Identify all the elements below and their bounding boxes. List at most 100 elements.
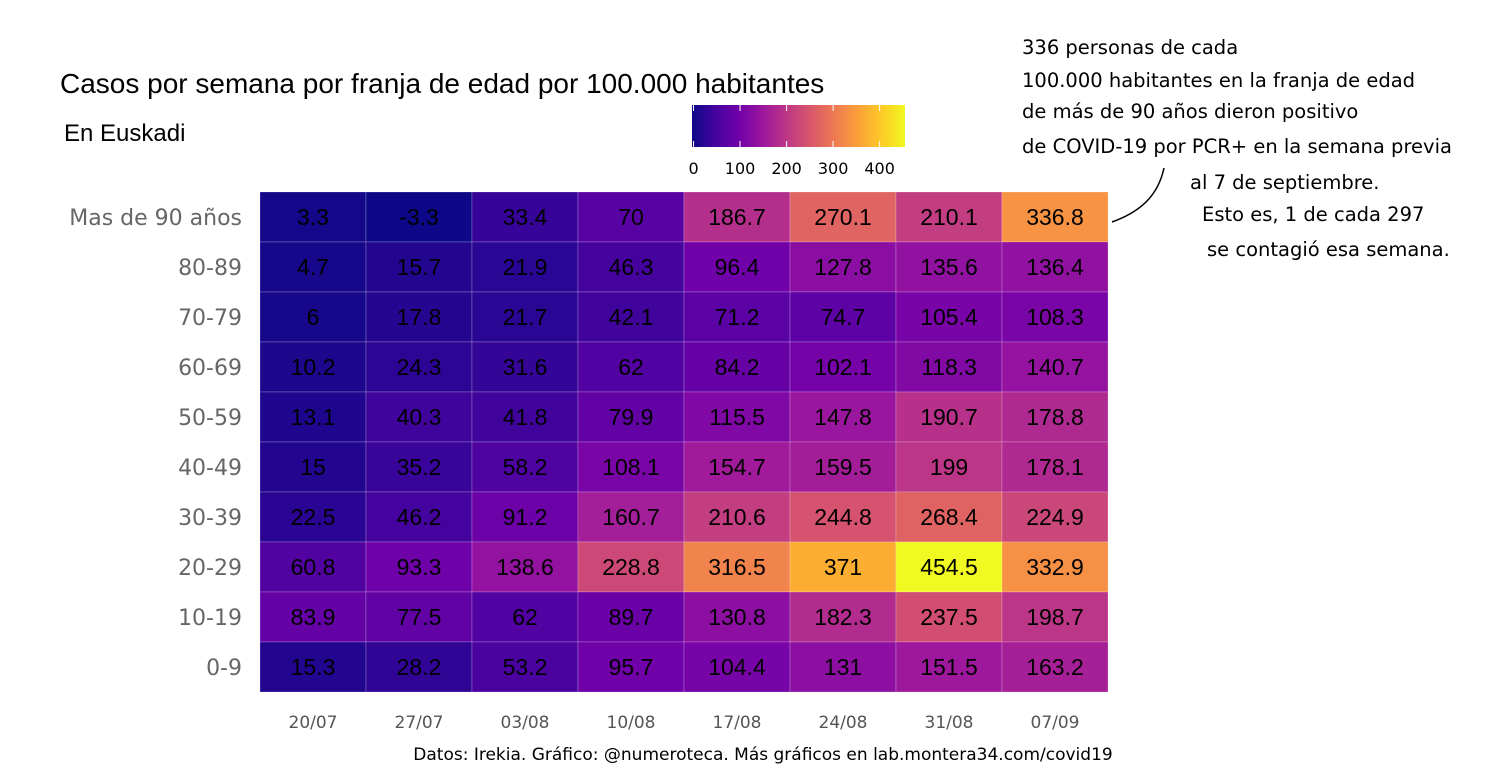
cell-value-label: 58.2 [503, 454, 548, 480]
cell-value-label: 17.8 [397, 304, 442, 330]
chart-title: Casos por semana por franja de edad por … [60, 68, 824, 99]
cell-value-label: 147.8 [814, 404, 872, 430]
heatmap-cell [1001, 541, 1109, 593]
cell-value-label: 3.3 [297, 204, 329, 230]
heatmap-cell [365, 591, 473, 643]
cell-value-label: 95.7 [609, 654, 654, 680]
cell-value-label: 70 [618, 204, 644, 230]
x-tick-label: 31/08 [925, 713, 974, 733]
cell-value-label: 138.6 [496, 554, 554, 580]
heatmap-cell [895, 591, 1003, 643]
cell-value-label: 131 [824, 654, 862, 680]
cell-value-label: 268.4 [920, 504, 978, 530]
cell-value-label: 159.5 [814, 454, 872, 480]
y-tick-label: 30-39 [178, 506, 242, 531]
heatmap-cell [365, 641, 473, 693]
cell-value-label: 46.2 [397, 504, 442, 530]
cell-value-label: 270.1 [814, 204, 872, 230]
cell-value-label: 160.7 [602, 504, 660, 530]
cell-value-label: 21.7 [503, 304, 548, 330]
y-tick-label: 20-29 [178, 556, 242, 581]
heatmap-cell [577, 491, 685, 543]
x-tick-label: 03/08 [501, 713, 550, 733]
y-tick-label: 80-89 [178, 256, 242, 281]
cell-value-label: 83.9 [291, 604, 336, 630]
heatmap-cell [259, 541, 367, 593]
cell-value-label: 186.7 [708, 204, 766, 230]
cell-value-label: 135.6 [920, 254, 978, 280]
heatmap-cell [895, 641, 1003, 693]
heatmap-cell [1001, 641, 1109, 693]
cell-value-label: 15.3 [291, 654, 336, 680]
heatmap-cell [577, 291, 685, 343]
cell-value-label: -3.3 [399, 204, 439, 230]
cell-value-label: 108.1 [602, 454, 660, 480]
heatmap-cell [577, 241, 685, 293]
cell-value-label: 40.3 [397, 404, 442, 430]
cell-value-label: 102.1 [814, 354, 872, 380]
heatmap-cell [789, 391, 897, 443]
y-tick-label: 70-79 [178, 306, 242, 331]
cell-value-label: 62 [618, 354, 644, 380]
heatmap-cell [259, 591, 367, 643]
cell-value-label: 332.9 [1026, 554, 1084, 580]
heatmap-cell [365, 291, 473, 343]
cell-value-label: 13.1 [291, 404, 336, 430]
cell-value-label: 31.6 [503, 354, 548, 380]
heatmap-cell [683, 491, 791, 543]
cell-value-label: 77.5 [397, 604, 442, 630]
cell-value-label: 53.2 [503, 654, 548, 680]
heatmap-cell [895, 491, 1003, 543]
cell-value-label: 454.5 [920, 554, 978, 580]
cell-value-label: 237.5 [920, 604, 978, 630]
heatmap-cell [1001, 491, 1109, 543]
heatmap-cell [259, 491, 367, 543]
heatmap-cells: 3.3 -3.3 33.4 70 186.7 270.1 210.1 336.8 4.7 15.7… [259, 191, 1109, 693]
heatmap-cell [1001, 191, 1109, 243]
heatmap-cell [683, 391, 791, 443]
cell-value-label: 371 [824, 554, 862, 580]
legend-colorbar [692, 105, 905, 147]
heatmap-cell [259, 391, 367, 443]
annotation-line: de más de 90 años dieron positivo [1022, 100, 1358, 123]
cell-value-label: 42.1 [609, 304, 654, 330]
cell-value-label: 89.7 [609, 604, 654, 630]
cell-value-label: 210.1 [920, 204, 978, 230]
cell-value-label: 118.3 [921, 354, 977, 380]
color-legend: 0 100 200 300 400 [688, 105, 905, 178]
cell-value-label: 115.5 [709, 404, 765, 430]
annotation-line: Esto es, 1 de cada 297 [1202, 203, 1424, 226]
cell-value-label: 140.7 [1026, 354, 1084, 380]
chart-caption: Datos: Irekia. Gráfico: @numeroteca. Más… [413, 745, 1112, 765]
cell-value-label: 62 [512, 604, 538, 630]
heatmap-cell [683, 291, 791, 343]
heatmap-cell [471, 241, 579, 293]
cell-value-label: 84.2 [715, 354, 760, 380]
heatmap-cell [789, 591, 897, 643]
heatmap-cell [259, 241, 367, 293]
heatmap-cell [683, 191, 791, 243]
cell-value-label: 130.8 [708, 604, 766, 630]
annotation-line: 336 personas de cada [1022, 36, 1238, 59]
heatmap-cell [895, 241, 1003, 293]
x-tick-label: 07/09 [1031, 713, 1080, 733]
cell-value-label: 210.6 [708, 504, 766, 530]
heatmap-cell [683, 241, 791, 293]
chart-subtitle: En Euskadi [64, 120, 185, 147]
cell-value-label: 182.3 [814, 604, 872, 630]
legend-tick-label: 400 [864, 159, 895, 178]
heatmap-cell [1001, 391, 1109, 443]
cell-value-label: 336.8 [1026, 204, 1084, 230]
cell-value-label: 178.1 [1026, 454, 1084, 480]
cell-value-label: 71.2 [715, 304, 760, 330]
cell-value-label: 4.7 [297, 254, 329, 280]
cell-value-label: 93.3 [397, 554, 442, 580]
cell-value-label: 105.4 [920, 304, 978, 330]
cell-value-label: 10.2 [291, 354, 336, 380]
cell-value-label: 35.2 [397, 454, 442, 480]
heatmap-cell [577, 441, 685, 493]
heatmap-cell [683, 591, 791, 643]
y-tick-label: 60-69 [178, 356, 242, 381]
cell-value-label: 151.5 [920, 654, 978, 680]
